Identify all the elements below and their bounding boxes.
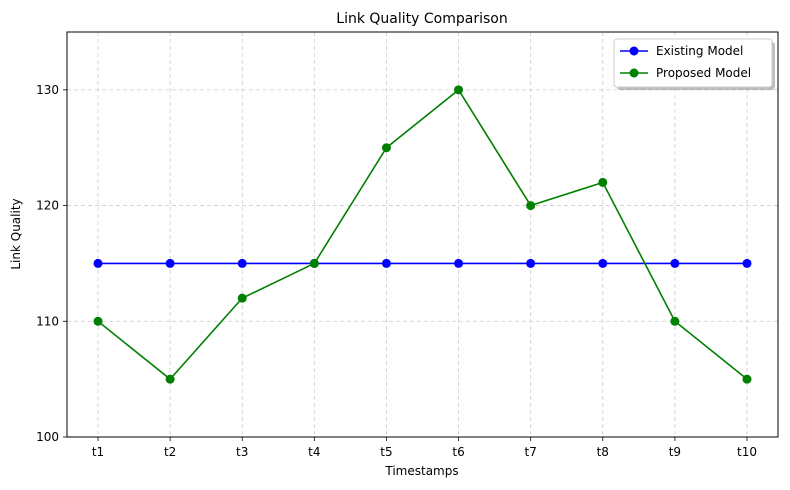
data-point <box>165 258 175 268</box>
x-tick-label: t2 <box>164 445 176 459</box>
y-tick-label: 110 <box>36 314 59 328</box>
data-point <box>309 258 319 268</box>
x-tick-label: t10 <box>737 445 757 459</box>
data-point <box>454 258 464 268</box>
x-tick-label: t5 <box>380 445 392 459</box>
x-tick-label: t6 <box>452 445 464 459</box>
data-point <box>598 177 608 187</box>
data-point <box>526 258 536 268</box>
x-axis-label: Timestamps <box>384 464 458 478</box>
grid <box>67 32 778 438</box>
legend: Existing Model Proposed Model <box>613 38 775 90</box>
legend-marker <box>629 68 639 78</box>
x-tick-label: t3 <box>236 445 248 459</box>
data-point <box>165 374 175 384</box>
x-axis: t1 t2 t3 t4 t5 t6 t7 t8 t9 t10 <box>92 437 757 459</box>
x-tick-label: t9 <box>669 445 681 459</box>
y-tick-label: 100 <box>36 430 59 444</box>
data-point <box>93 316 103 326</box>
data-point <box>670 316 680 326</box>
legend-box <box>613 38 773 88</box>
chart-title: Link Quality Comparison <box>336 11 507 27</box>
series-2 <box>93 85 752 384</box>
data-point <box>454 85 464 95</box>
series-layer <box>93 85 752 384</box>
data-point <box>526 201 536 211</box>
data-point <box>381 143 391 153</box>
x-tick-label: t7 <box>524 445 536 459</box>
data-point <box>742 258 752 268</box>
data-point <box>93 258 103 268</box>
x-tick-label: t8 <box>597 445 609 459</box>
x-tick-label: t4 <box>308 445 320 459</box>
y-axis: 100 110 120 130 <box>36 83 67 444</box>
x-tick-label: t1 <box>92 445 104 459</box>
data-point <box>237 258 247 268</box>
data-point <box>381 258 391 268</box>
y-tick-label: 130 <box>36 83 59 97</box>
data-point <box>670 258 680 268</box>
legend-label: Existing Model <box>656 44 743 58</box>
legend-label: Proposed Model <box>656 66 751 80</box>
data-point <box>237 293 247 303</box>
y-tick-label: 120 <box>36 199 59 213</box>
data-point <box>742 374 752 384</box>
data-point <box>598 258 608 268</box>
plot-frame <box>66 31 779 438</box>
y-axis-label: Link Quality <box>9 198 23 269</box>
series-line <box>97 88 748 381</box>
legend-marker <box>629 46 639 56</box>
